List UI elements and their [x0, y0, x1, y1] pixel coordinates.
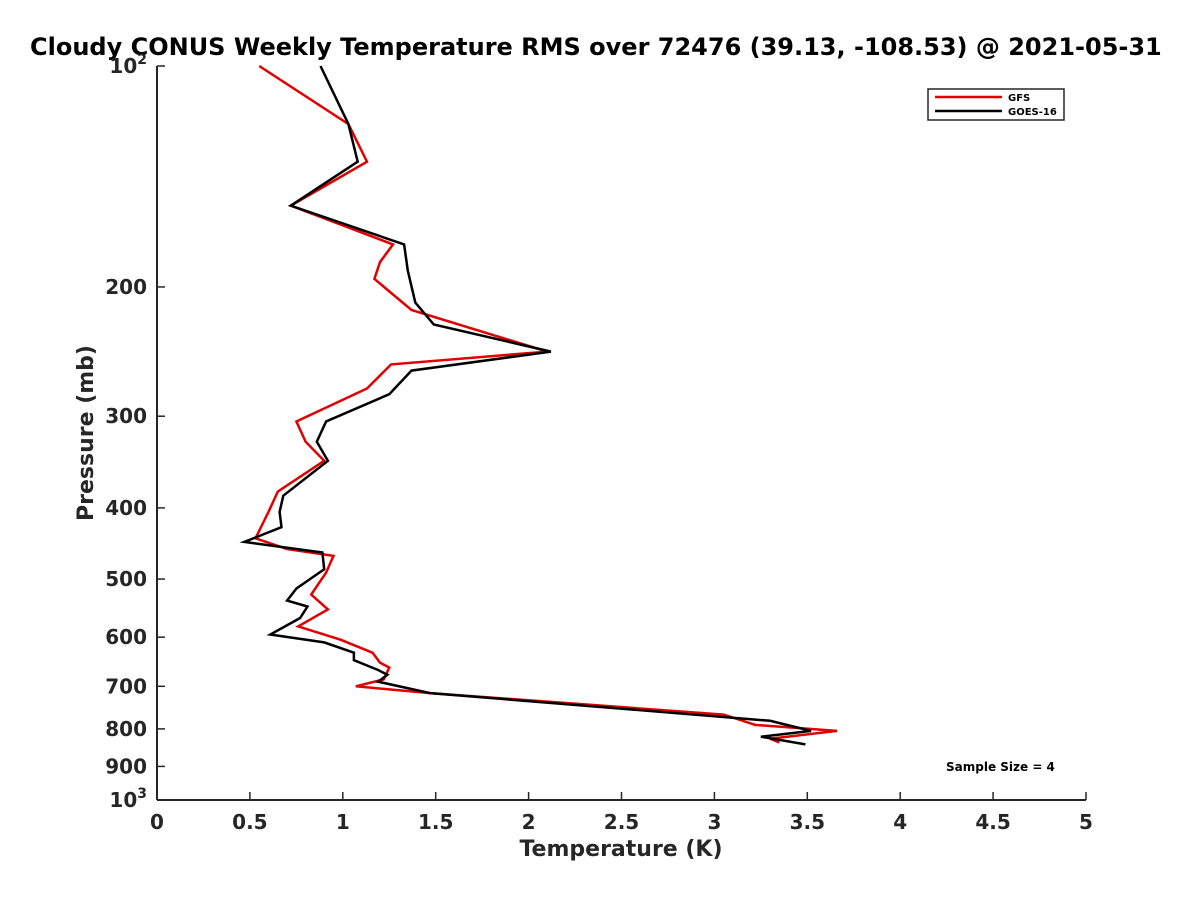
- x-tick-label: 2.5: [604, 810, 639, 834]
- y-tick-label: 500: [105, 567, 147, 591]
- y-tick-label: 400: [105, 496, 147, 520]
- y-tick-label: 800: [105, 717, 147, 741]
- x-tick-label: 4: [893, 810, 907, 834]
- y-tick-label: 103: [109, 786, 147, 812]
- legend-label-gfs: GFS: [1008, 93, 1030, 104]
- x-tick-label: 4.5: [975, 810, 1010, 834]
- y-tick-label: 900: [105, 754, 147, 778]
- x-tick-label: 1: [336, 810, 350, 834]
- sample-size-annotation: Sample Size = 4: [946, 760, 1055, 774]
- y-tick-label: 300: [105, 404, 147, 428]
- series-line-gfs: [253, 64, 838, 744]
- x-tick-label: 2: [522, 810, 536, 834]
- x-axis-label: Temperature (K): [519, 837, 722, 862]
- y-tick-label: 200: [105, 275, 147, 299]
- legend: GFS GOES-16: [927, 88, 1065, 121]
- legend-box: [927, 88, 1065, 121]
- x-tick-label: 0: [150, 810, 164, 834]
- series-layer: [239, 64, 838, 746]
- plot-area: [156, 66, 1086, 801]
- x-tick-label: 5: [1079, 810, 1093, 834]
- y-axis: 102 200 300 400 500 600 700 800 900 103: [105, 52, 165, 812]
- chart-title: Cloudy CONUS Weekly Temperature RMS over…: [30, 33, 1162, 61]
- y-tick-label: 600: [105, 625, 147, 649]
- x-tick-label: 1.5: [418, 810, 453, 834]
- x-tick-label: 3.5: [790, 810, 825, 834]
- legend-label-goes16: GOES-16: [1008, 107, 1057, 118]
- y-tick-label: 102: [109, 52, 147, 78]
- y-tick-label: 700: [105, 674, 147, 698]
- x-tick-label: 3: [707, 810, 721, 834]
- x-tick-label: 0.5: [232, 810, 267, 834]
- x-axis: 0 0.5 1 1.5 2 2.5 3 3.5 4 4.5 5: [150, 792, 1093, 834]
- y-axis-label: Pressure (mb): [74, 345, 99, 521]
- series-line-goes16: [239, 65, 812, 746]
